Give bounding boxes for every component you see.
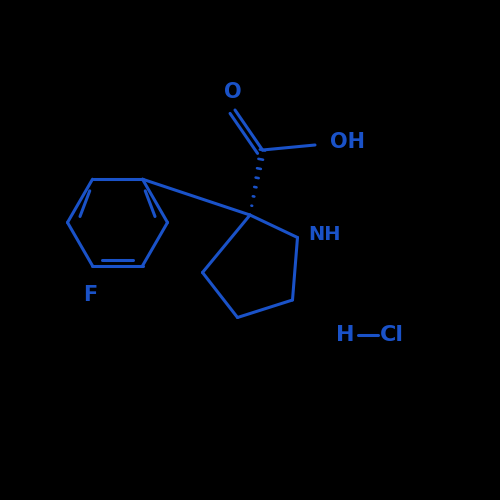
Text: NH: NH bbox=[308, 226, 341, 244]
Text: F: F bbox=[83, 285, 97, 305]
Text: O: O bbox=[224, 82, 242, 102]
Text: H: H bbox=[336, 325, 355, 345]
Text: OH: OH bbox=[330, 132, 365, 152]
Text: Cl: Cl bbox=[380, 325, 404, 345]
